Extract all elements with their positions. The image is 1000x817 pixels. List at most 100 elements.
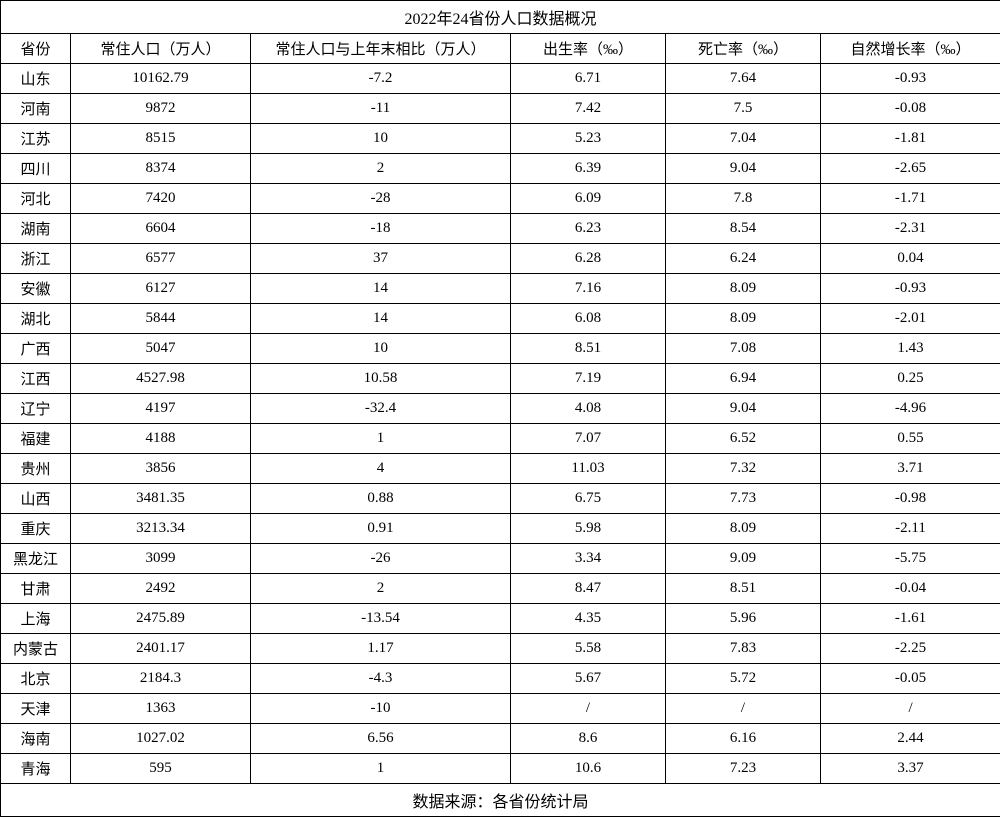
- table-cell: 6.09: [511, 184, 666, 214]
- table-cell: 2184.3: [71, 664, 251, 694]
- table-cell: 甘肃: [1, 574, 71, 604]
- table-cell: 上海: [1, 604, 71, 634]
- header-death-rate: 死亡率（‰）: [666, 34, 821, 64]
- table-row: 河南9872-117.427.5-0.08: [1, 94, 1000, 124]
- table-row: 北京2184.3-4.35.675.72-0.05: [1, 664, 1000, 694]
- table-cell: 青海: [1, 754, 71, 784]
- table-cell: -2.65: [821, 154, 1000, 184]
- table-cell: 7.42: [511, 94, 666, 124]
- table-cell: -28: [251, 184, 511, 214]
- table-cell: 1.17: [251, 634, 511, 664]
- table-cell: 2492: [71, 574, 251, 604]
- table-cell: 7.16: [511, 274, 666, 304]
- table-cell: -4.96: [821, 394, 1000, 424]
- table-row: 青海595110.67.233.37: [1, 754, 1000, 784]
- table-cell: 四川: [1, 154, 71, 184]
- table-cell: 8.6: [511, 724, 666, 754]
- table-cell: 山西: [1, 484, 71, 514]
- table-cell: 7.19: [511, 364, 666, 394]
- table-row: 贵州3856411.037.323.71: [1, 454, 1000, 484]
- table-cell: 天津: [1, 694, 71, 724]
- table-cell: 浙江: [1, 244, 71, 274]
- table-row: 安徽6127147.168.09-0.93: [1, 274, 1000, 304]
- table-row: 辽宁4197-32.44.089.04-4.96: [1, 394, 1000, 424]
- table-cell: 6.24: [666, 244, 821, 274]
- table-cell: 贵州: [1, 454, 71, 484]
- table-cell: -10: [251, 694, 511, 724]
- table-cell: -0.08: [821, 94, 1000, 124]
- table-cell: 江西: [1, 364, 71, 394]
- table-cell: 3481.35: [71, 484, 251, 514]
- table-cell: 10162.79: [71, 64, 251, 94]
- table-cell: 6127: [71, 274, 251, 304]
- table-cell: 江苏: [1, 124, 71, 154]
- table-cell: 0.88: [251, 484, 511, 514]
- table-cell: 1363: [71, 694, 251, 724]
- header-province: 省份: [1, 34, 71, 64]
- table-cell: 3099: [71, 544, 251, 574]
- table-cell: 福建: [1, 424, 71, 454]
- header-birth-rate: 出生率（‰）: [511, 34, 666, 64]
- table-cell: 7.04: [666, 124, 821, 154]
- table-cell: 河北: [1, 184, 71, 214]
- table-row: 河北7420-286.097.8-1.71: [1, 184, 1000, 214]
- table-cell: 山东: [1, 64, 71, 94]
- table-cell: 14: [251, 304, 511, 334]
- table-cell: 海南: [1, 724, 71, 754]
- table-cell: 黑龙江: [1, 544, 71, 574]
- table-cell: 7.83: [666, 634, 821, 664]
- table-cell: 6.75: [511, 484, 666, 514]
- header-population: 常住人口（万人）: [71, 34, 251, 64]
- table-cell: 7.07: [511, 424, 666, 454]
- table-cell: 2: [251, 574, 511, 604]
- table-cell: -1.61: [821, 604, 1000, 634]
- table-cell: 4.35: [511, 604, 666, 634]
- table-cell: /: [511, 694, 666, 724]
- table-cell: 7.08: [666, 334, 821, 364]
- table-cell: -0.05: [821, 664, 1000, 694]
- table-cell: 湖南: [1, 214, 71, 244]
- table-row: 海南1027.026.568.66.162.44: [1, 724, 1000, 754]
- table-cell: 5.72: [666, 664, 821, 694]
- table-cell: 5.67: [511, 664, 666, 694]
- table-cell: 6.56: [251, 724, 511, 754]
- table-cell: 3213.34: [71, 514, 251, 544]
- table-cell: -32.4: [251, 394, 511, 424]
- table-cell: -2.11: [821, 514, 1000, 544]
- table-cell: 7.32: [666, 454, 821, 484]
- table-cell: 5.58: [511, 634, 666, 664]
- table-cell: 2.44: [821, 724, 1000, 754]
- table-cell: 7420: [71, 184, 251, 214]
- table-row: 重庆3213.340.915.988.09-2.11: [1, 514, 1000, 544]
- table-cell: 内蒙古: [1, 634, 71, 664]
- table-cell: -1.81: [821, 124, 1000, 154]
- table-row: 黑龙江3099-263.349.09-5.75: [1, 544, 1000, 574]
- table-cell: 7.73: [666, 484, 821, 514]
- table-row: 天津1363-10///: [1, 694, 1000, 724]
- table-cell: 6.16: [666, 724, 821, 754]
- table-cell: -2.31: [821, 214, 1000, 244]
- table-cell: 0.25: [821, 364, 1000, 394]
- header-growth-rate: 自然增长率（‰）: [821, 34, 1000, 64]
- header-change: 常住人口与上年末相比（万人）: [251, 34, 511, 64]
- table-title-row: 2022年24省份人口数据概况: [1, 1, 1000, 34]
- table-row: 山东10162.79-7.26.717.64-0.93: [1, 64, 1000, 94]
- table-cell: /: [821, 694, 1000, 724]
- table-cell: 0.04: [821, 244, 1000, 274]
- table-footer-row: 数据来源：各省份统计局: [1, 784, 1000, 817]
- table-cell: 5.98: [511, 514, 666, 544]
- table-cell: 10.58: [251, 364, 511, 394]
- table-cell: 4197: [71, 394, 251, 424]
- table-cell: 37: [251, 244, 511, 274]
- table-row: 山西3481.350.886.757.73-0.98: [1, 484, 1000, 514]
- table-cell: 1: [251, 424, 511, 454]
- table-cell: -0.93: [821, 274, 1000, 304]
- table-cell: 湖北: [1, 304, 71, 334]
- table-cell: 4188: [71, 424, 251, 454]
- table-cell: 北京: [1, 664, 71, 694]
- table-row: 甘肃249228.478.51-0.04: [1, 574, 1000, 604]
- table-cell: 1: [251, 754, 511, 784]
- table-cell: 3856: [71, 454, 251, 484]
- table-cell: -13.54: [251, 604, 511, 634]
- table-cell: 河南: [1, 94, 71, 124]
